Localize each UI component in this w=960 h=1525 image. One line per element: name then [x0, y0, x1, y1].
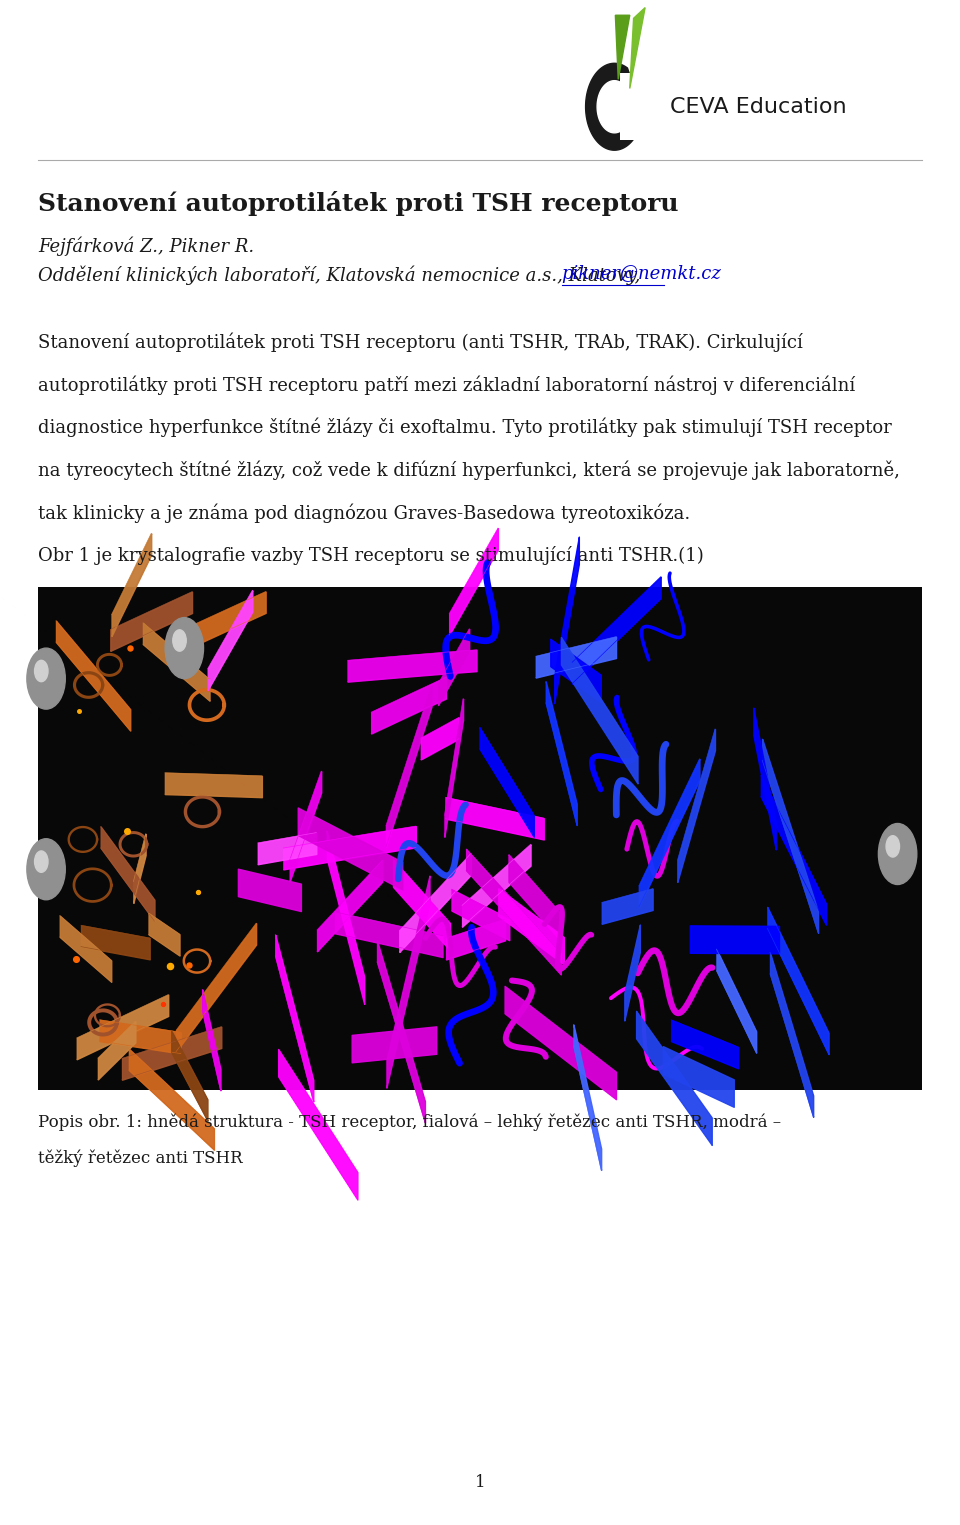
Polygon shape [586, 64, 643, 149]
Text: CEVA Education: CEVA Education [670, 96, 847, 117]
Text: Stanovení autoprotilátek proti TSH receptoru (anti TSHR, TRAb, TRAK). Cirkulujíc: Stanovení autoprotilátek proti TSH recep… [38, 332, 804, 352]
Circle shape [173, 630, 186, 651]
Text: 1: 1 [474, 1475, 486, 1491]
Text: Oddělení klinických laboratoří, Klatovská nemocnice a.s., Klatovy,: Oddělení klinických laboratoří, Klatovsk… [38, 265, 646, 285]
Circle shape [27, 839, 65, 900]
Text: autoprotilátky proti TSH receptoru patří mezi základní laboratorní nástroj v dif: autoprotilátky proti TSH receptoru patří… [38, 375, 855, 395]
Text: Popis obr. 1: hnědá struktura - TSH receptor, fialová – lehký řetězec anti TSHR,: Popis obr. 1: hnědá struktura - TSH rece… [38, 1113, 781, 1130]
Polygon shape [597, 81, 632, 133]
FancyBboxPatch shape [620, 73, 663, 140]
Text: Obr 1 je krystalografie vazby TSH receptoru se stimulující anti TSHR.(1): Obr 1 je krystalografie vazby TSH recept… [38, 546, 704, 564]
Circle shape [35, 851, 48, 872]
Circle shape [165, 618, 204, 679]
Polygon shape [615, 15, 630, 79]
Text: Fejfárková Z., Pikner R.: Fejfárková Z., Pikner R. [38, 236, 254, 256]
Bar [38, 587, 922, 1090]
Circle shape [878, 824, 917, 884]
Text: těžký řetězec anti TSHR: těžký řetězec anti TSHR [38, 1150, 243, 1167]
Text: na tyreocytech štítné žlázy, což vede k difúzní hyperfunkci, která se projevuje : na tyreocytech štítné žlázy, což vede k … [38, 461, 900, 480]
Polygon shape [630, 8, 645, 88]
Circle shape [27, 648, 65, 709]
Text: Stanovení autoprotilátek proti TSH receptoru: Stanovení autoprotilátek proti TSH recep… [38, 191, 679, 215]
Text: diagnostice hyperfunkce štítné žlázy či exoftalmu. Tyto protilátky pak stimulují: diagnostice hyperfunkce štítné žlázy či … [38, 418, 892, 438]
Text: tak klinicky a je známa pod diagnózou Graves-Basedowa tyreotoxikóza.: tak klinicky a je známa pod diagnózou Gr… [38, 503, 690, 523]
Circle shape [35, 660, 48, 682]
Text: pikner@nemkt.cz: pikner@nemkt.cz [562, 265, 722, 284]
Circle shape [886, 836, 900, 857]
